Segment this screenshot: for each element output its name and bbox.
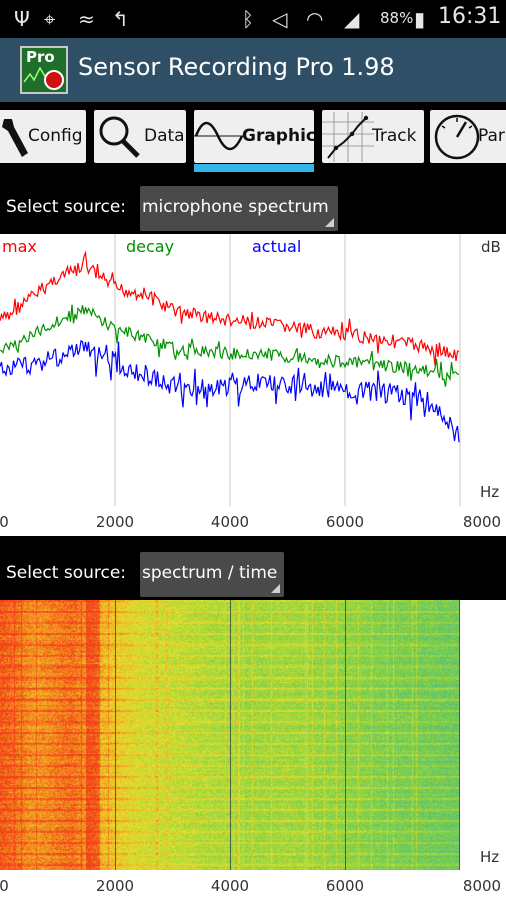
legend-decay: decay [126,237,174,256]
tab-par-label: Par [478,126,505,146]
legend-max: max [2,237,37,256]
status-bar: Ψ ⌖ ≈ ↰ ᛒ ◁ ◠ ◢ 88% ▮ 16:31 [0,0,506,38]
tab-data-label: Data [144,126,185,146]
clock: 16:31 [438,4,502,29]
wrench-icon [2,119,28,157]
track-icon [322,112,374,162]
sine-wave-icon [194,121,246,151]
signal-icon: ◢ [344,7,360,31]
source-row-bottom: Select source: spectrum / time [0,546,506,600]
spectrogram-x-axis: 0 2000 4000 6000 8000 [0,870,506,900]
bluetooth-icon: ᛒ [242,7,254,31]
tab-data[interactable]: Data [94,110,186,163]
tab-track[interactable]: Track [322,110,424,163]
gps-icon: ⌖ [44,7,56,31]
spectrum-x-tick-0: 0 [0,513,9,531]
grid-line [345,600,346,870]
usb-icon: Ψ [14,7,30,31]
dropdown-corner-icon-2 [271,584,280,593]
tab-track-label: Track [372,126,417,146]
gauge-icon [434,114,480,160]
y-unit-label: dB [481,238,501,256]
select-source-label-2: Select source: [6,563,127,583]
tab-bar: Config Data Graphic Track [0,102,506,174]
spectrogram-x-tick-6000: 6000 [325,877,365,895]
battery-icon: ▮ [414,7,426,31]
tab-config-label: Config [28,126,83,146]
action-bar: Pro Sensor Recording Pro 1.98 [0,38,506,102]
battery-percent: 88% [380,9,414,27]
source-select-top-value: microphone spectrum [142,197,329,217]
selected-tab-indicator [194,164,314,172]
wifi-icon: ◠ [306,7,324,31]
app-title: Sensor Recording Pro 1.98 [78,53,395,81]
spectrogram-x-tick-4000: 4000 [210,877,250,895]
spectrum-chart: max decay actual dB Hz [0,234,506,506]
series-line-actual [0,339,460,443]
mute-icon: ◁ [272,7,288,31]
tab-par[interactable]: Par [430,110,506,163]
record-icon [44,70,64,90]
spectrogram: Hz [0,600,506,870]
series-line-decay [0,304,460,387]
app-icon[interactable]: Pro [20,46,68,94]
magnifier-icon [99,116,140,158]
legend-actual: actual [252,237,301,256]
source-select-top[interactable]: microphone spectrum [140,186,338,231]
select-source-label: Select source: [6,197,127,217]
spectrum-x-tick-4000: 4000 [210,513,250,531]
spectrum-x-tick-2000: 2000 [95,513,135,531]
series-line-max [0,250,460,366]
x-unit-label: Hz [480,483,499,501]
tab-graphic-label: Graphic [242,126,314,146]
spectrum-x-axis: 0 2000 4000 6000 8000 [0,506,506,536]
spectrum-x-tick-8000: 8000 [462,513,502,531]
source-row-top: Select source: microphone spectrum [0,180,506,234]
nfc-icon: ≈ [78,7,95,31]
spectrogram-x-unit-label: Hz [480,848,500,866]
source-select-bottom[interactable]: spectrum / time [140,552,284,597]
call-icon: ↰ [112,7,129,31]
spectrogram-x-tick-2000: 2000 [95,877,135,895]
dropdown-corner-icon [325,218,334,227]
spectrogram-x-tick-0: 0 [0,877,9,895]
grid-line [459,600,460,870]
spectrum-x-tick-6000: 6000 [325,513,365,531]
grid-line [115,600,116,870]
tab-graphic[interactable]: Graphic [194,110,314,163]
grid-line [230,600,231,870]
app-icon-label: Pro [26,48,55,66]
spectrum-plot: max decay actual dB Hz [0,234,501,506]
spectrogram-x-tick-8000: 8000 [462,877,502,895]
source-select-bottom-value: spectrum / time [142,563,278,583]
tab-config[interactable]: Config [0,110,86,163]
